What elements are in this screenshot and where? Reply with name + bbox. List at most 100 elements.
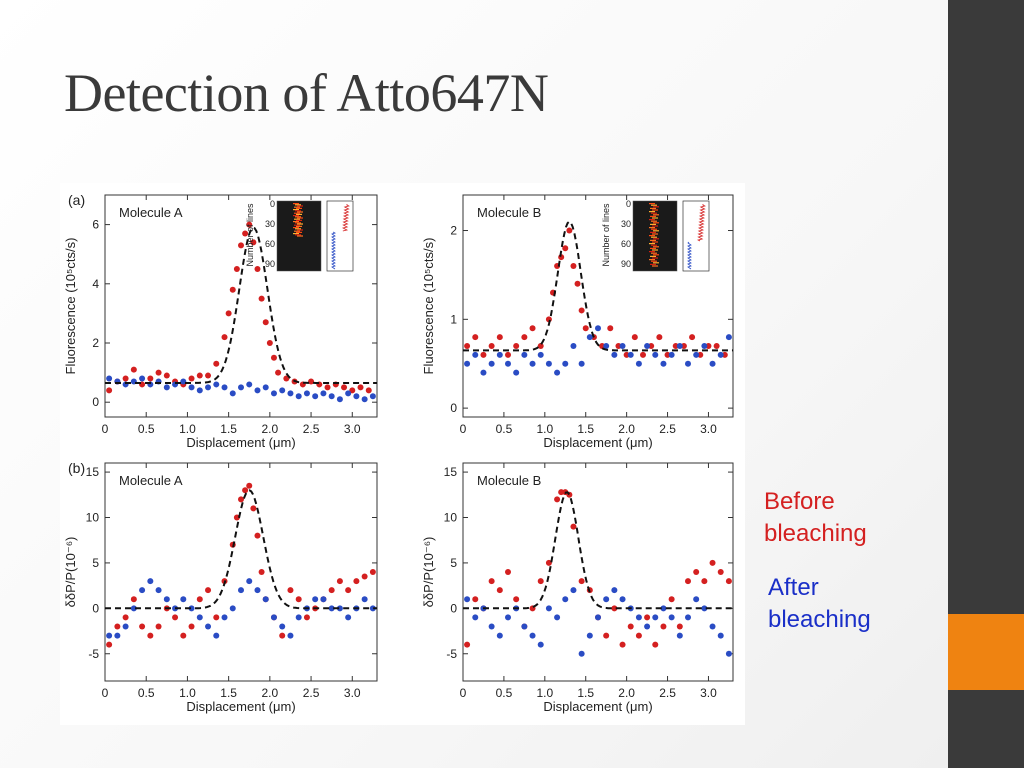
data-point — [328, 393, 335, 400]
data-point — [570, 263, 577, 270]
data-point — [537, 351, 544, 358]
data-point — [295, 596, 302, 603]
series-after — [464, 325, 732, 376]
data-point — [246, 578, 253, 585]
data-point — [345, 390, 352, 397]
x-tick-label: 3.0 — [344, 422, 361, 436]
inset-streak — [297, 211, 303, 213]
data-point — [139, 375, 146, 382]
data-point — [242, 230, 249, 237]
data-point — [611, 351, 618, 358]
inset-streak — [295, 228, 301, 230]
data-point — [295, 614, 302, 621]
fit-curve — [105, 226, 377, 384]
data-point — [225, 310, 232, 317]
data-point — [163, 384, 170, 391]
data-point — [312, 393, 319, 400]
data-point — [676, 632, 683, 639]
data-point — [242, 487, 249, 494]
data-point — [570, 587, 577, 594]
inset-tick-label: 90 — [621, 259, 631, 269]
data-point — [328, 587, 335, 594]
inset: Number of lines 0 30 60 90 — [601, 199, 710, 272]
data-point — [521, 351, 528, 358]
data-point — [513, 342, 520, 349]
data-point — [130, 605, 137, 612]
y-axis-label: Fluorescence (10⁵cts/s) — [63, 238, 78, 375]
data-point — [238, 587, 244, 594]
y-axis-label: Fluorescence (10⁵cts/s) — [421, 238, 436, 375]
inset-streak — [650, 255, 656, 257]
data-point — [717, 569, 724, 575]
y-tick-label: -5 — [446, 647, 457, 661]
data-point — [163, 372, 170, 379]
data-point — [270, 354, 277, 361]
inset-streak — [650, 215, 656, 217]
inset-streak — [296, 213, 302, 215]
data-point — [369, 569, 376, 575]
data-point — [287, 587, 294, 594]
x-tick-label: 0.5 — [138, 422, 155, 436]
data-point — [603, 342, 610, 349]
data-point — [147, 578, 154, 585]
x-axis-label: Displacement (μm) — [186, 699, 295, 714]
data-point — [114, 632, 121, 639]
data-point — [496, 587, 503, 594]
data-point — [238, 496, 244, 503]
data-point — [130, 596, 137, 603]
data-point — [122, 614, 129, 621]
data-point — [180, 596, 187, 603]
data-point — [106, 641, 113, 648]
series-before — [464, 489, 732, 648]
data-point — [246, 381, 253, 388]
data-point — [496, 351, 503, 358]
series-after — [464, 587, 732, 657]
series-before — [106, 482, 376, 648]
data-point — [229, 605, 236, 612]
data-point — [361, 573, 368, 580]
chart-panel-d: (d)00.51.01.52.02.53.0-5051015Displaceme… — [421, 460, 785, 714]
data-point — [505, 614, 511, 621]
inset-streak — [650, 239, 656, 241]
inset-streak — [651, 244, 657, 246]
x-tick-label: 1.0 — [179, 422, 196, 436]
x-tick-label: 2.5 — [303, 686, 320, 700]
data-point — [114, 623, 121, 630]
data-point — [693, 596, 700, 603]
data-point — [603, 632, 610, 639]
x-tick-label: 1.5 — [220, 686, 237, 700]
data-point — [480, 369, 487, 376]
inset-streak — [649, 251, 655, 253]
x-tick-label: 3.0 — [700, 422, 717, 436]
data-point — [196, 614, 203, 621]
x-tick-label: 1.0 — [179, 686, 196, 700]
data-point — [635, 614, 642, 621]
data-point — [488, 360, 495, 367]
data-point — [656, 334, 663, 341]
inset-streak — [293, 221, 299, 223]
data-point — [725, 650, 732, 657]
data-point — [233, 514, 240, 521]
inset-streak — [649, 211, 655, 213]
data-point — [345, 587, 352, 594]
molecule-title: Molecule B — [477, 473, 541, 488]
data-point — [361, 596, 368, 603]
inset-trace-after — [687, 241, 692, 270]
data-point — [320, 390, 327, 397]
plot-frame — [462, 462, 734, 682]
data-point — [717, 351, 724, 358]
data-point — [578, 650, 585, 657]
data-point — [262, 596, 269, 603]
x-tick-label: 0.5 — [496, 422, 513, 436]
data-point — [635, 632, 642, 639]
molecule-title: Molecule A — [119, 473, 183, 488]
data-point — [308, 378, 315, 385]
y-tick-label: 6 — [92, 218, 99, 232]
y-tick-label: 5 — [92, 556, 99, 570]
data-point — [496, 334, 503, 341]
inset-trace-before — [341, 203, 350, 232]
data-point — [652, 641, 659, 648]
data-point — [545, 360, 552, 367]
data-point — [279, 387, 286, 394]
data-point — [188, 623, 195, 630]
